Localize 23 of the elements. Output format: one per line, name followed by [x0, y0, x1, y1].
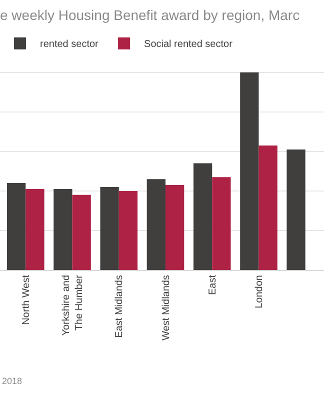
chart-title: e weekly Housing Benefit award by region, Marc — [0, 6, 300, 23]
bar — [72, 194, 91, 270]
bar — [166, 185, 184, 270]
bar — [100, 187, 119, 270]
x-tick-label: London — [254, 275, 265, 308]
bar — [258, 146, 278, 270]
x-tick-label: North West — [20, 274, 32, 325]
bar — [212, 177, 231, 270]
x-tick-label: East — [207, 274, 218, 296]
text: 2018 — [2, 376, 22, 386]
x-tick-label: Yorkshire and The Humber — [61, 274, 86, 336]
bar — [240, 72, 259, 270]
bar — [118, 190, 138, 270]
bar — [54, 188, 72, 270]
legend-label: Social rented sector — [144, 39, 234, 50]
bar — [6, 183, 26, 270]
bar — [146, 179, 166, 270]
legend-label: rented sector — [40, 39, 100, 50]
x-tick-label: East Midlands — [114, 275, 126, 338]
bar — [193, 163, 212, 270]
x-tick-label: West Midlands — [160, 275, 172, 340]
bar — [26, 188, 44, 270]
bar — [286, 149, 306, 270]
